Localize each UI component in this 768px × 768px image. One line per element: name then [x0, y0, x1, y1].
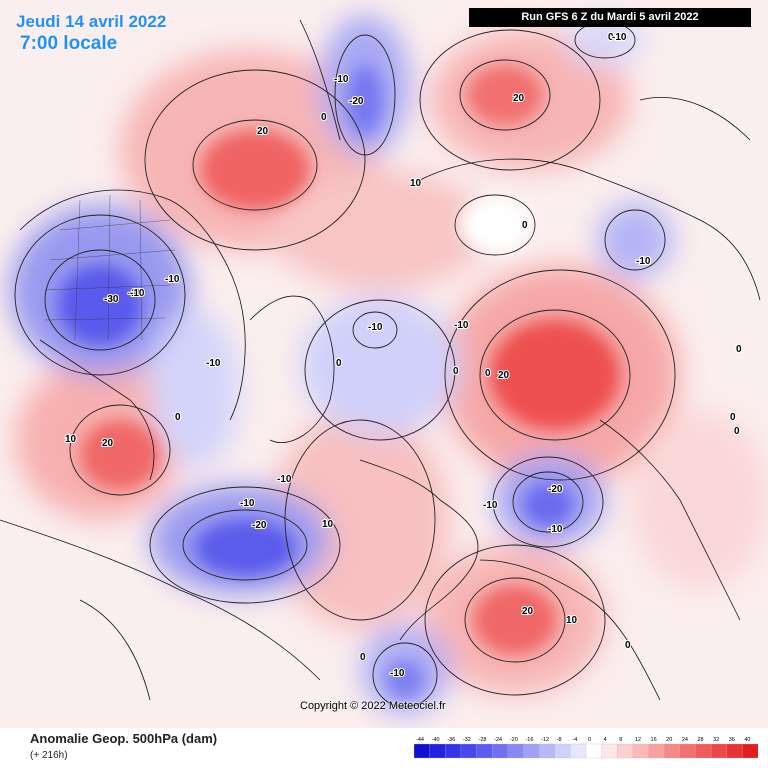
contour-label: 0 — [453, 366, 459, 377]
forecast-time: 7:00 locale — [20, 33, 118, 54]
legend-tick: 24 — [682, 737, 688, 743]
legend-tick: -12 — [541, 737, 549, 743]
contour-label: 0 — [734, 426, 740, 437]
legend-swatch — [710, 743, 728, 759]
contour-label: 20 — [257, 126, 269, 137]
contour-label: 0 — [360, 652, 366, 663]
legend-swatch — [445, 743, 462, 759]
contour-label: 20 — [513, 93, 525, 104]
contour-label: 0 — [321, 112, 327, 123]
contour-label: 10 — [410, 178, 422, 189]
contour-label: -10 — [165, 274, 180, 285]
legend-tick: 16 — [651, 737, 657, 743]
contour-label: 0 — [336, 358, 342, 369]
contour-label: -20 — [128, 288, 143, 299]
legend-swatch — [429, 743, 446, 759]
contour-label: -10 — [612, 32, 627, 43]
contour-label: 0 — [485, 368, 491, 379]
contour-label: 10 — [65, 434, 77, 445]
legend-swatch — [570, 743, 587, 759]
contour-label: -10 — [548, 524, 563, 535]
anomaly-map: -10-20020200-10100-10-10-20-30-10-10-10-… — [0, 0, 768, 728]
legend-tick: 32 — [713, 737, 719, 743]
legend-tick: -16 — [525, 737, 533, 743]
legend-swatch — [648, 743, 665, 759]
legend-swatch — [664, 743, 681, 759]
contour-label: -10 — [206, 358, 221, 369]
legend-swatch — [460, 743, 477, 759]
legend-swatch — [617, 743, 634, 759]
legend-swatch — [742, 743, 758, 759]
legend-tick: 8 — [619, 737, 622, 743]
legend-tick: 28 — [697, 737, 703, 743]
legend-tick: -40 — [432, 737, 440, 743]
contour-label: 0 — [736, 344, 742, 355]
legend-tick: -4 — [572, 737, 577, 743]
legend-swatch — [476, 743, 493, 759]
contour-label: -10 — [636, 256, 651, 267]
contour-label: 20 — [102, 438, 114, 449]
contour-label: 20 — [498, 370, 510, 381]
legend-tick: -20 — [510, 737, 518, 743]
legend-tick: -8 — [557, 737, 562, 743]
contour-label: -20 — [252, 520, 267, 531]
run-info: Run GFS 6 Z du Mardi 5 avril 2022 — [469, 8, 751, 27]
legend-swatch — [538, 743, 556, 759]
contour-label: -20 — [349, 96, 364, 107]
legend-tick: -36 — [447, 737, 455, 743]
legend-swatch — [507, 743, 524, 759]
legend-swatch — [585, 743, 603, 759]
contour-label: -30 — [104, 294, 119, 305]
contour-label: 0 — [625, 640, 631, 651]
variable-title: Anomalie Geop. 500hPa (dam) — [30, 731, 218, 746]
contour-label: -20 — [548, 484, 563, 495]
legend-tick: -44 — [416, 737, 424, 743]
legend-tick: 20 — [666, 737, 672, 743]
contour-label: 0 — [730, 412, 736, 423]
legend-tick: -24 — [494, 737, 502, 743]
contour-label: -10 — [483, 500, 498, 511]
contour-label: -10 — [636, 256, 651, 267]
legend-tick: 0 — [588, 737, 591, 743]
legend-tick: 12 — [635, 737, 641, 743]
contour-label: -10 — [368, 322, 383, 333]
forecast-date: Jeudi 14 avril 2022 — [16, 12, 167, 31]
legend-swatch — [632, 743, 649, 759]
contour-label: -10 — [454, 320, 469, 331]
legend-tick: 40 — [744, 737, 750, 743]
legend-swatch — [695, 743, 712, 759]
legend-tick: 36 — [729, 737, 735, 743]
lead-time: (+ 216h) — [30, 750, 68, 761]
contour-labels: -10-20020200-10100-10-10-20-30-10-10-10-… — [64, 31, 743, 680]
legend-swatch — [492, 743, 509, 759]
legend-tick: -32 — [463, 737, 471, 743]
color-legend: -44 -40 -36 -32 -28 -24 -20 -16 -12 -8 -4 0 4 8 12 16 20… — [414, 737, 758, 759]
copyright: Copyright © 2022 Meteociel.fr — [300, 700, 446, 712]
contour-label: -10 — [130, 288, 145, 299]
legend-swatch — [679, 743, 696, 759]
contour-label: 0 — [608, 32, 614, 43]
legend-swatch — [601, 743, 618, 759]
contour-label: 10 — [322, 519, 334, 530]
contour-label: 0 — [175, 412, 181, 423]
legend-tick: -28 — [479, 737, 487, 743]
legend-swatch — [414, 743, 431, 759]
legend-swatch — [554, 743, 571, 759]
contour-label: 10 — [566, 615, 578, 626]
contour-label: 0 — [522, 220, 528, 231]
legend-swatch — [523, 743, 540, 759]
contour-label: -10 — [240, 498, 255, 509]
contour-label: 20 — [522, 606, 534, 617]
legend-tick: 4 — [604, 737, 607, 743]
contour-label: -10 — [334, 74, 349, 85]
contour-label: -10 — [277, 474, 292, 485]
legend-swatch — [726, 743, 743, 759]
contour-label: -10 — [390, 668, 405, 679]
